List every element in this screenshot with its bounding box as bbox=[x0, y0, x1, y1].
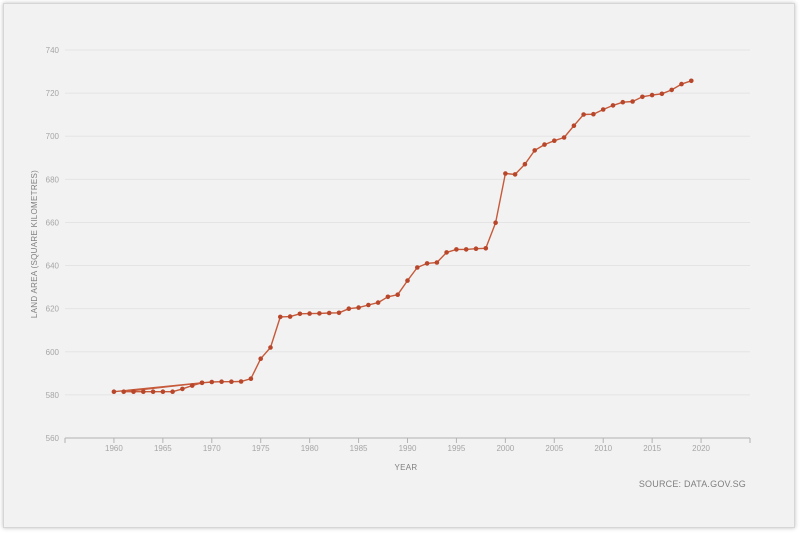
y-tick-label: 660 bbox=[46, 218, 60, 227]
y-tick-label: 560 bbox=[46, 434, 60, 443]
data-point bbox=[552, 138, 557, 143]
x-tick-label: 2000 bbox=[496, 444, 514, 453]
data-point bbox=[669, 87, 674, 93]
y-tick-label: 720 bbox=[46, 89, 60, 98]
data-point bbox=[503, 171, 508, 176]
data-point bbox=[542, 142, 547, 147]
data-point bbox=[620, 99, 626, 105]
data-point bbox=[395, 292, 401, 298]
y-tick-label: 620 bbox=[46, 305, 60, 314]
data-point bbox=[610, 103, 616, 108]
data-point bbox=[454, 247, 459, 252]
data-point bbox=[640, 94, 645, 100]
y-tick-label: 640 bbox=[46, 262, 60, 271]
data-point bbox=[219, 379, 224, 385]
x-tick-label: 2005 bbox=[545, 444, 563, 453]
y-tick-label: 700 bbox=[46, 132, 60, 141]
data-point bbox=[591, 111, 596, 117]
x-tick-label: 1990 bbox=[399, 444, 417, 453]
x-tick-label: 1970 bbox=[203, 444, 221, 453]
data-point bbox=[209, 379, 215, 385]
x-tick-label: 2015 bbox=[643, 444, 661, 453]
data-point bbox=[356, 305, 361, 310]
data-point bbox=[649, 92, 655, 98]
data-point bbox=[375, 300, 381, 305]
data-point bbox=[689, 78, 694, 84]
data-point bbox=[444, 250, 449, 255]
data-point bbox=[111, 389, 117, 395]
data-point bbox=[229, 379, 234, 385]
data-point bbox=[600, 107, 606, 112]
data-point bbox=[121, 389, 126, 395]
series-group bbox=[111, 78, 694, 395]
data-point bbox=[679, 81, 684, 87]
data-point bbox=[366, 302, 371, 308]
y-tick-label: 680 bbox=[46, 175, 60, 184]
y-tick-label: 580 bbox=[46, 391, 60, 400]
data-point bbox=[170, 389, 175, 395]
data-point bbox=[522, 161, 528, 167]
x-tick-label: 1965 bbox=[154, 444, 172, 453]
data-point bbox=[336, 310, 342, 316]
series-line bbox=[113, 80, 692, 393]
data-point bbox=[150, 389, 156, 395]
x-tick-label: 1960 bbox=[105, 444, 123, 453]
data-point bbox=[581, 112, 586, 117]
data-point bbox=[268, 345, 273, 350]
x-tick-label: 1980 bbox=[301, 444, 319, 453]
data-point bbox=[248, 376, 254, 382]
data-point bbox=[189, 383, 195, 388]
data-point bbox=[405, 278, 410, 283]
x-axis: 1960 1965 1970 1975 1980 1985 1990 1995 2000 2005… bbox=[64, 437, 751, 453]
data-point bbox=[307, 311, 312, 316]
y-axis-title: LAND AREA (SQUARE KILOMETRES) bbox=[30, 170, 39, 318]
x-tick-label: 1995 bbox=[448, 444, 466, 453]
gridlines bbox=[65, 49, 750, 396]
data-point bbox=[317, 311, 322, 316]
data-point bbox=[561, 135, 567, 140]
data-point bbox=[238, 379, 244, 384]
x-tick-label: 1975 bbox=[252, 444, 270, 453]
y-tick-label: 740 bbox=[46, 46, 60, 55]
y-tick-label: 600 bbox=[46, 348, 60, 357]
source-note: SOURCE: DATA.GOV.SG bbox=[639, 479, 746, 489]
data-point bbox=[199, 380, 205, 386]
data-point bbox=[463, 247, 469, 252]
y-axis-ticks: 560 580 600 620 640 660 680 700 720 740 bbox=[46, 46, 60, 443]
data-point bbox=[512, 172, 518, 177]
x-tick-label: 2010 bbox=[594, 444, 612, 453]
data-point bbox=[131, 389, 136, 395]
x-tick-label: 2020 bbox=[692, 444, 710, 453]
data-point bbox=[180, 386, 185, 392]
x-axis-title: YEAR bbox=[395, 463, 418, 472]
data-point bbox=[287, 314, 293, 319]
data-point bbox=[297, 311, 303, 317]
data-point bbox=[258, 356, 264, 362]
data-point bbox=[434, 260, 440, 265]
data-point bbox=[160, 389, 166, 395]
data-point bbox=[141, 389, 146, 395]
data-point bbox=[659, 91, 665, 97]
data-point bbox=[483, 246, 489, 251]
data-point bbox=[532, 148, 537, 153]
data-point bbox=[278, 314, 283, 320]
data-point bbox=[571, 123, 577, 128]
data-point bbox=[326, 310, 332, 316]
x-tick-label: 1985 bbox=[350, 444, 368, 453]
data-point bbox=[473, 246, 479, 251]
data-point bbox=[346, 306, 352, 312]
data-point bbox=[424, 261, 430, 266]
data-point bbox=[385, 294, 391, 300]
data-point bbox=[415, 265, 420, 270]
data-point bbox=[493, 220, 498, 225]
data-point bbox=[630, 99, 635, 104]
